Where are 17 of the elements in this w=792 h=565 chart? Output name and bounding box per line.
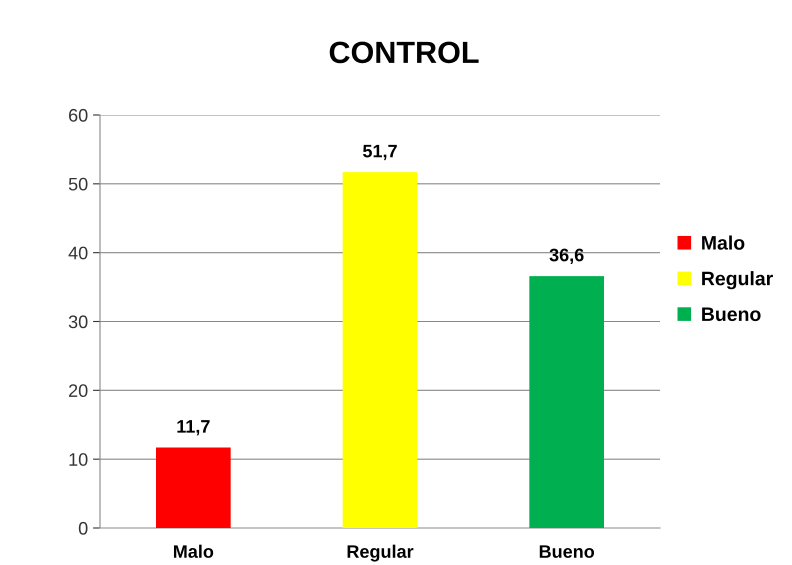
legend-label: Malo (702, 235, 744, 250)
data-label: 51,7 (362, 144, 397, 160)
x-tick-label: Malo (174, 544, 214, 558)
chart-title: CONTROL (330, 42, 479, 64)
y-tick-label: 10 (69, 453, 88, 466)
y-tick-label: 60 (69, 108, 88, 122)
data-label: 11,7 (177, 420, 210, 436)
y-tick-label: 30 (68, 315, 88, 328)
y-tick-label: 0 (78, 522, 88, 535)
legend-label: Bueno (702, 308, 761, 322)
legend-label: Regular (702, 271, 773, 290)
x-tick-label: Bueno (540, 545, 594, 558)
x-tick-label: Regular (348, 544, 414, 562)
y-tick-label: 50 (68, 178, 88, 191)
data-label: 36,6 (550, 248, 584, 264)
y-tick-label: 40 (68, 246, 88, 260)
y-tick-label: 20 (69, 384, 88, 398)
